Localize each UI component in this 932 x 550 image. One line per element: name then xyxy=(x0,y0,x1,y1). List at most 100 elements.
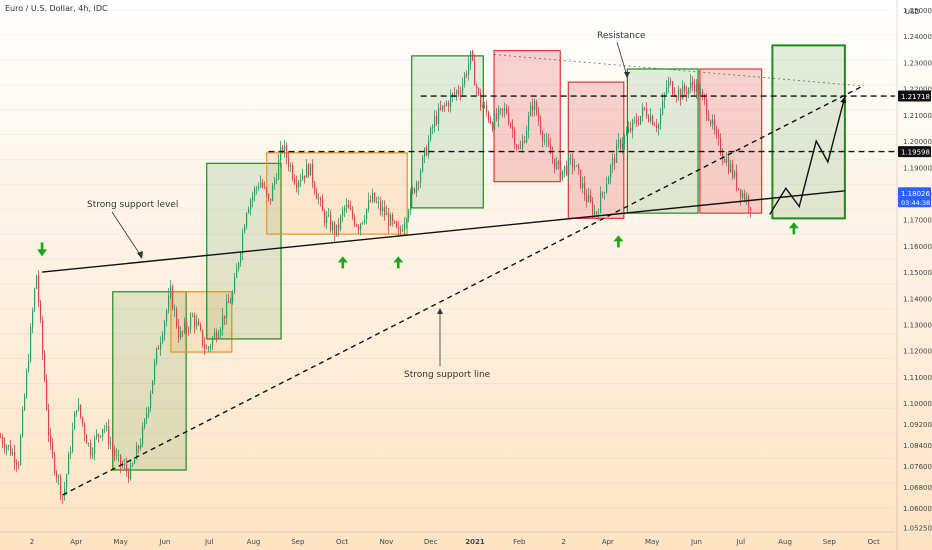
candle-body xyxy=(330,215,332,231)
candle-body xyxy=(150,393,152,408)
candle-body xyxy=(490,120,492,124)
candle-body xyxy=(266,187,268,194)
candle-body xyxy=(70,451,72,454)
y-tick-label: 1.15000 xyxy=(903,269,932,277)
candle-body xyxy=(14,452,16,463)
candle-body xyxy=(642,107,644,116)
candle-body xyxy=(472,51,474,61)
candle-body xyxy=(124,464,126,466)
annotation-pointers xyxy=(111,41,630,366)
candle-body xyxy=(62,495,64,497)
candle-body xyxy=(258,187,260,189)
candle-body xyxy=(270,198,272,201)
candle-body xyxy=(508,113,510,124)
candle-body xyxy=(106,426,108,429)
candle-body xyxy=(372,192,374,202)
candle-body xyxy=(194,315,196,327)
candle-body xyxy=(456,90,458,95)
candle-body xyxy=(438,107,440,124)
annotation-resistance: Resistance xyxy=(597,31,646,41)
candle-body xyxy=(452,93,454,96)
chart-title: Euro / U.S. Dollar, 4h, IDC xyxy=(5,4,108,13)
candle-body xyxy=(200,325,202,330)
candle-body xyxy=(698,83,700,96)
candle-body xyxy=(32,310,34,328)
candle-body xyxy=(692,81,694,85)
candle-body xyxy=(428,140,430,156)
x-tick-label: 2021 xyxy=(465,538,485,546)
candle-body xyxy=(700,91,702,96)
price-axis[interactable]: 1.25000 1.24000 1.23000 1.22000 1.21000 1.200… xyxy=(896,0,932,550)
y-tick-label: 1.05250 xyxy=(903,525,932,533)
candle-body xyxy=(526,131,528,143)
candle-body xyxy=(202,329,204,345)
candle-body xyxy=(4,443,6,450)
candle-body xyxy=(2,437,4,444)
candle-body xyxy=(302,175,304,180)
candle-body xyxy=(668,81,670,88)
candle-body xyxy=(552,154,554,159)
candle-body xyxy=(424,148,426,157)
candle-body xyxy=(50,435,52,444)
candle-body xyxy=(240,253,242,263)
candle-body xyxy=(198,321,200,326)
candle-body xyxy=(750,207,752,211)
candle-body xyxy=(522,140,524,149)
candle-body xyxy=(308,164,310,176)
x-tick-label: Jul xyxy=(736,538,746,546)
candle-body xyxy=(278,159,280,180)
candle-body xyxy=(386,213,388,216)
candle-body xyxy=(242,232,244,254)
candle-body xyxy=(532,105,534,111)
candle-body xyxy=(246,212,248,227)
candle-body xyxy=(696,83,698,92)
y-tick-label: 1.21000 xyxy=(903,112,932,120)
candle-body xyxy=(178,326,180,339)
red-zone-box xyxy=(493,50,561,183)
candle-body xyxy=(176,309,178,327)
price-tag-box xyxy=(898,187,931,208)
candle-body xyxy=(598,213,600,214)
price-tag-value: 1.21718 xyxy=(901,93,930,101)
candle-body xyxy=(564,165,566,171)
projection-path xyxy=(769,96,847,215)
candle-body xyxy=(116,455,118,457)
candle-body xyxy=(432,127,434,129)
candle-body xyxy=(68,453,70,475)
candle-body xyxy=(94,437,96,454)
candle-body xyxy=(214,332,216,338)
candle-body xyxy=(96,434,98,438)
solid-trend-line xyxy=(41,190,845,273)
candle-body xyxy=(52,443,54,455)
candle-body xyxy=(64,488,66,497)
candle-body xyxy=(622,143,624,149)
candle-body xyxy=(212,337,214,346)
candle-body xyxy=(120,454,122,466)
candle-body xyxy=(28,360,30,372)
candle-body xyxy=(98,434,100,436)
candle-body xyxy=(294,178,296,184)
x-tick-label: May xyxy=(113,538,127,546)
candle-body xyxy=(232,292,234,303)
x-tick-label: Feb xyxy=(513,538,526,546)
candle-body xyxy=(100,435,102,437)
candle-body xyxy=(8,445,10,447)
candle-body xyxy=(210,345,212,348)
candle-body xyxy=(354,217,356,225)
x-tick-label: Jun xyxy=(690,538,702,546)
candle-body xyxy=(182,331,184,333)
candle-body xyxy=(298,181,300,188)
grid-lines xyxy=(0,9,895,509)
candle-body xyxy=(672,81,674,95)
x-tick-label: Oct xyxy=(868,538,880,546)
candle-body xyxy=(286,145,288,158)
candle-body xyxy=(184,322,186,332)
time-axis[interactable]: 2 Apr May Jun Jul Aug Sep Oct Nov Dec 2021 Feb 2 Apr M… xyxy=(0,531,895,546)
x-tick-label: Oct xyxy=(336,538,348,546)
candle-body xyxy=(230,302,232,304)
candle-body xyxy=(516,144,518,148)
candle-body xyxy=(190,316,192,330)
candle-body xyxy=(594,211,596,215)
